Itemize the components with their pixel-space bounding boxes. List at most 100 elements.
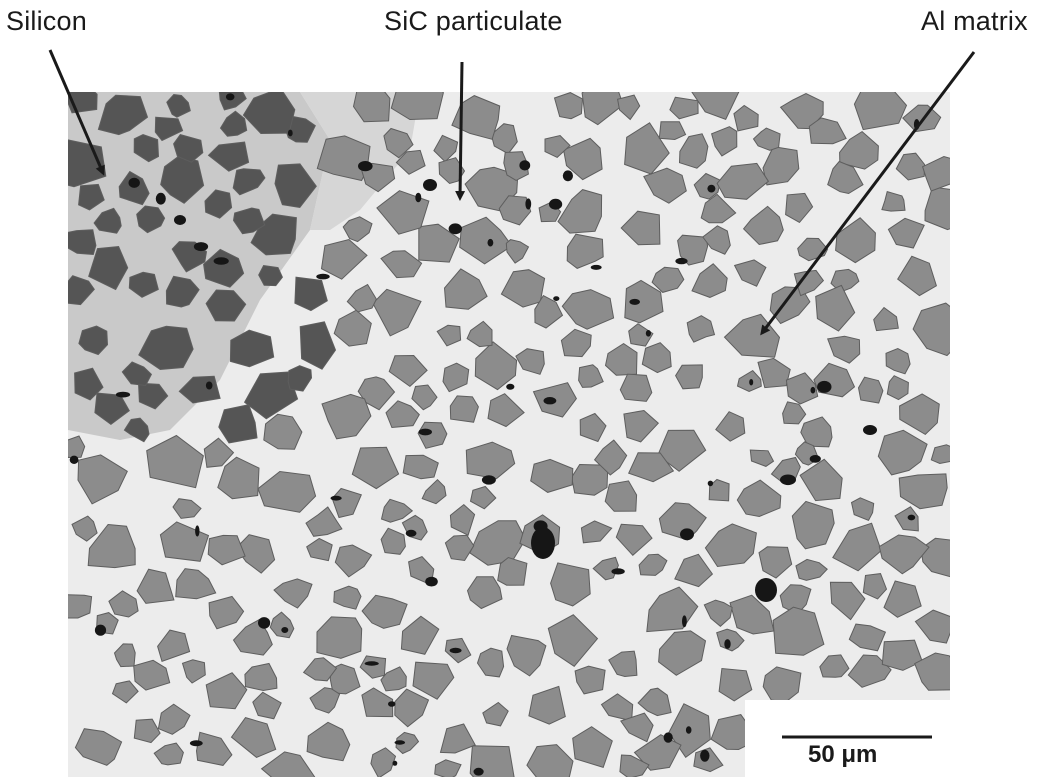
void-spot bbox=[817, 380, 832, 393]
sic-particle bbox=[578, 364, 604, 388]
void-spot bbox=[749, 379, 754, 386]
sic-particle bbox=[299, 321, 337, 370]
void-spot bbox=[611, 568, 625, 575]
void-spot bbox=[473, 767, 484, 776]
sic-particle bbox=[108, 590, 139, 618]
sic-particle bbox=[752, 127, 781, 151]
sic-particle bbox=[572, 726, 613, 769]
sic-particle bbox=[205, 672, 248, 710]
sic-particle bbox=[498, 195, 532, 226]
sic-particle bbox=[380, 498, 414, 523]
sic-particle bbox=[897, 255, 937, 297]
sic-particle bbox=[87, 523, 136, 569]
void-spot bbox=[358, 161, 373, 172]
sic-particle bbox=[675, 364, 703, 390]
sic-particle bbox=[93, 207, 122, 234]
sic-particle bbox=[716, 162, 770, 200]
sic-particle bbox=[829, 581, 866, 621]
void-spot bbox=[707, 184, 716, 193]
sic-particle bbox=[832, 522, 882, 572]
void-spot bbox=[225, 93, 235, 101]
sic-particle bbox=[244, 662, 278, 692]
sic-particle bbox=[466, 320, 493, 348]
sic-particle bbox=[153, 742, 184, 766]
sic-particle bbox=[620, 210, 661, 246]
sic-particle bbox=[121, 361, 153, 387]
sic-particle bbox=[294, 276, 328, 312]
sic-particle bbox=[309, 687, 341, 714]
sic-particle bbox=[762, 146, 800, 186]
sic-particle bbox=[497, 556, 528, 586]
sic-particle bbox=[208, 595, 245, 630]
sic-particle bbox=[835, 217, 876, 264]
sic-particle bbox=[912, 302, 950, 357]
sic-particle bbox=[526, 744, 574, 777]
sic-particle bbox=[71, 515, 98, 542]
sic-particle bbox=[380, 666, 407, 692]
sic-particle bbox=[658, 121, 687, 141]
sic-particle bbox=[561, 289, 615, 330]
sic-particle bbox=[68, 435, 86, 459]
sic-particle bbox=[229, 329, 275, 368]
sic-particle bbox=[729, 594, 775, 635]
sic-particle bbox=[528, 685, 566, 725]
sic-particle bbox=[133, 659, 171, 691]
sic-particle bbox=[434, 759, 462, 777]
sic-particle bbox=[857, 376, 884, 404]
sic-particle bbox=[361, 594, 408, 629]
void-spot bbox=[213, 257, 229, 265]
sic-particle bbox=[388, 354, 428, 388]
void-spot bbox=[629, 298, 640, 305]
sic-particle bbox=[376, 190, 430, 235]
void-spot bbox=[549, 198, 563, 210]
sic-particle bbox=[633, 734, 682, 771]
sic-particle bbox=[624, 122, 670, 175]
sic-particle bbox=[487, 393, 525, 428]
sic-particle bbox=[205, 289, 247, 322]
sic-particle bbox=[930, 444, 950, 465]
sic-particle bbox=[708, 478, 730, 502]
sic-particle bbox=[68, 275, 95, 306]
sic-particle bbox=[604, 480, 638, 512]
sic-particle bbox=[571, 463, 609, 496]
void-spot bbox=[590, 264, 602, 270]
sic-particle bbox=[704, 523, 757, 568]
sic-particle bbox=[710, 126, 738, 157]
sic-particle bbox=[274, 163, 317, 209]
sic-particle bbox=[217, 456, 260, 500]
void-spot bbox=[425, 576, 438, 587]
void-spot bbox=[907, 514, 916, 521]
sic-particle bbox=[443, 268, 488, 310]
sic-particle bbox=[118, 170, 150, 206]
sic-particle bbox=[395, 149, 426, 175]
void-spot bbox=[94, 624, 107, 636]
sic-particle bbox=[207, 141, 250, 172]
sic-particle bbox=[718, 667, 753, 702]
sic-particle bbox=[230, 717, 277, 758]
void-spot bbox=[543, 397, 557, 405]
micrograph-field bbox=[68, 92, 950, 777]
sic-particle bbox=[560, 328, 592, 358]
sic-particle bbox=[619, 373, 653, 402]
void-spot bbox=[189, 740, 203, 747]
sic-particle bbox=[476, 647, 505, 678]
sic-particle bbox=[604, 343, 638, 376]
sic-particle bbox=[385, 400, 420, 429]
sic-particle bbox=[490, 123, 518, 155]
void-group bbox=[69, 93, 920, 776]
sic-particle bbox=[544, 134, 571, 158]
sic-particle bbox=[579, 412, 607, 443]
sic-particle bbox=[466, 576, 503, 610]
sic-particulate-arrow bbox=[455, 61, 466, 201]
sic-particle bbox=[436, 324, 462, 347]
sic-particle bbox=[232, 207, 266, 235]
sic-particle bbox=[175, 568, 217, 600]
sic-particle bbox=[608, 650, 638, 678]
void-spot bbox=[810, 386, 816, 394]
sic-particle bbox=[620, 712, 654, 743]
sic-particle bbox=[534, 294, 564, 329]
sic-particle bbox=[342, 216, 373, 243]
sic-particle bbox=[815, 284, 856, 332]
sic-particle bbox=[902, 104, 942, 133]
